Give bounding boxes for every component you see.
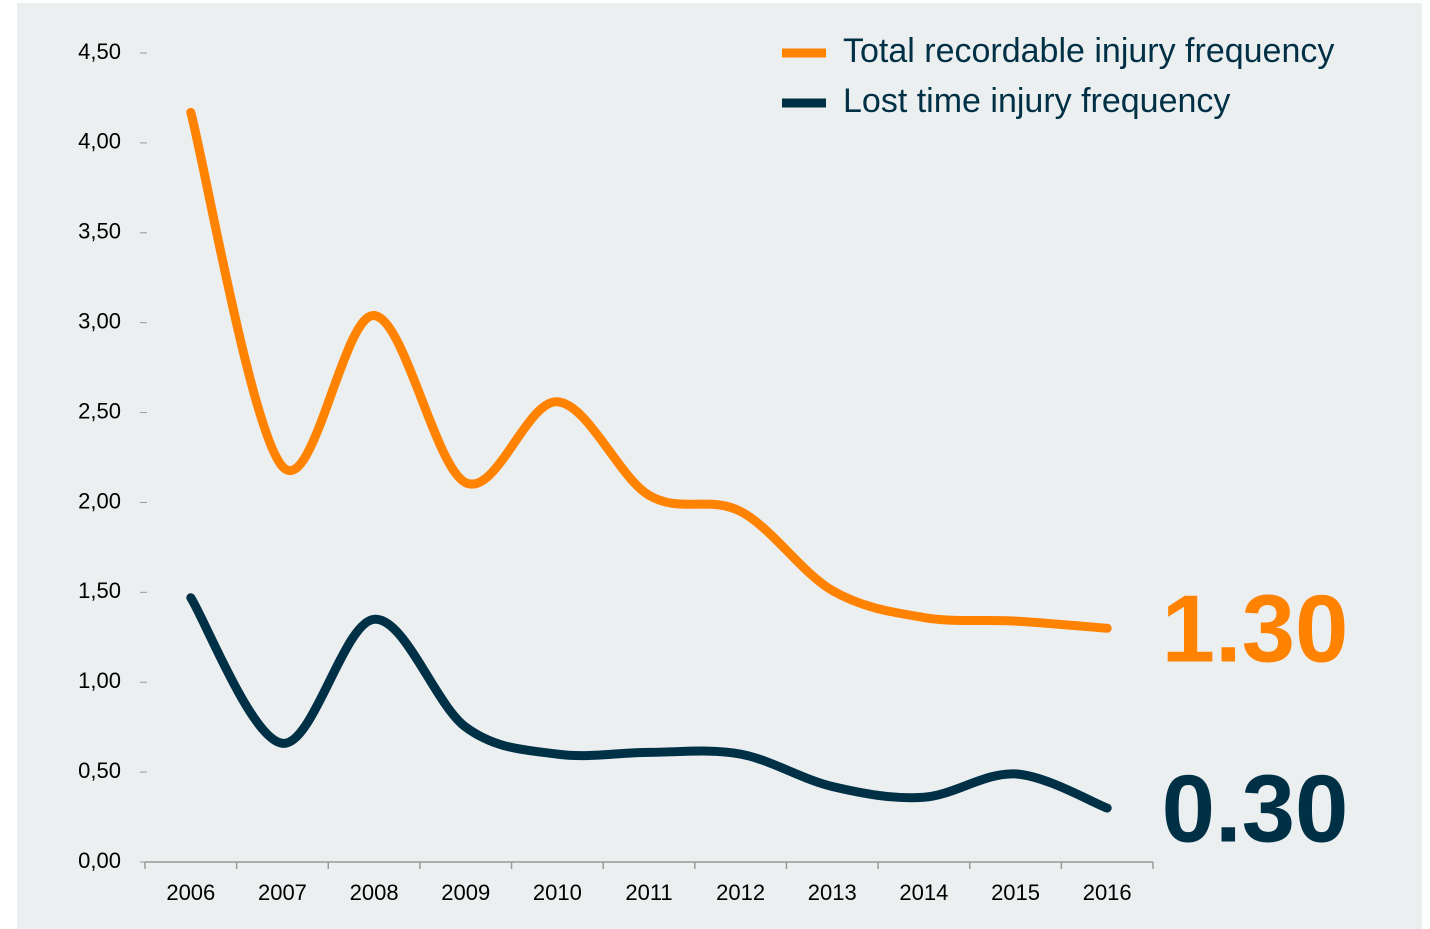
line-series bbox=[186, 593, 1112, 813]
legend-label: Total recordable injury frequency bbox=[843, 32, 1334, 70]
line-series bbox=[186, 107, 1112, 633]
y-tick-label: 1,50 bbox=[78, 578, 121, 603]
x-tick-label: 2010 bbox=[533, 880, 582, 905]
x-tick-label: 2011 bbox=[625, 880, 672, 905]
x-tick-label: 2009 bbox=[441, 880, 490, 905]
y-tick-label: 2,50 bbox=[78, 398, 121, 423]
x-tick-label: 2014 bbox=[899, 880, 948, 905]
y-tick-label: 3,50 bbox=[78, 219, 121, 244]
x-tick-label: 2013 bbox=[808, 880, 857, 905]
x-tick-label: 2006 bbox=[166, 880, 215, 905]
y-tick-label: 2,00 bbox=[78, 488, 121, 513]
legend-label: Lost time injury frequency bbox=[843, 82, 1230, 120]
x-tick-label: 2007 bbox=[258, 880, 307, 905]
y-tick-label: 4,50 bbox=[78, 39, 121, 64]
y-tick-label: 1,00 bbox=[78, 668, 121, 693]
end-value-label: 1.30 bbox=[1162, 576, 1349, 683]
y-tick-label: 4,00 bbox=[78, 129, 121, 154]
plot-background bbox=[17, 3, 1422, 929]
y-tick-label: 0,00 bbox=[78, 848, 121, 873]
x-tick-label: 2016 bbox=[1083, 880, 1132, 905]
end-value-label: 0.30 bbox=[1162, 755, 1349, 862]
y-tick-label: 0,50 bbox=[78, 758, 121, 783]
x-tick-label: 2012 bbox=[716, 880, 765, 905]
y-tick-label: 3,00 bbox=[78, 308, 121, 333]
x-tick-label: 2015 bbox=[991, 880, 1040, 905]
x-tick-label: 2008 bbox=[350, 880, 399, 905]
